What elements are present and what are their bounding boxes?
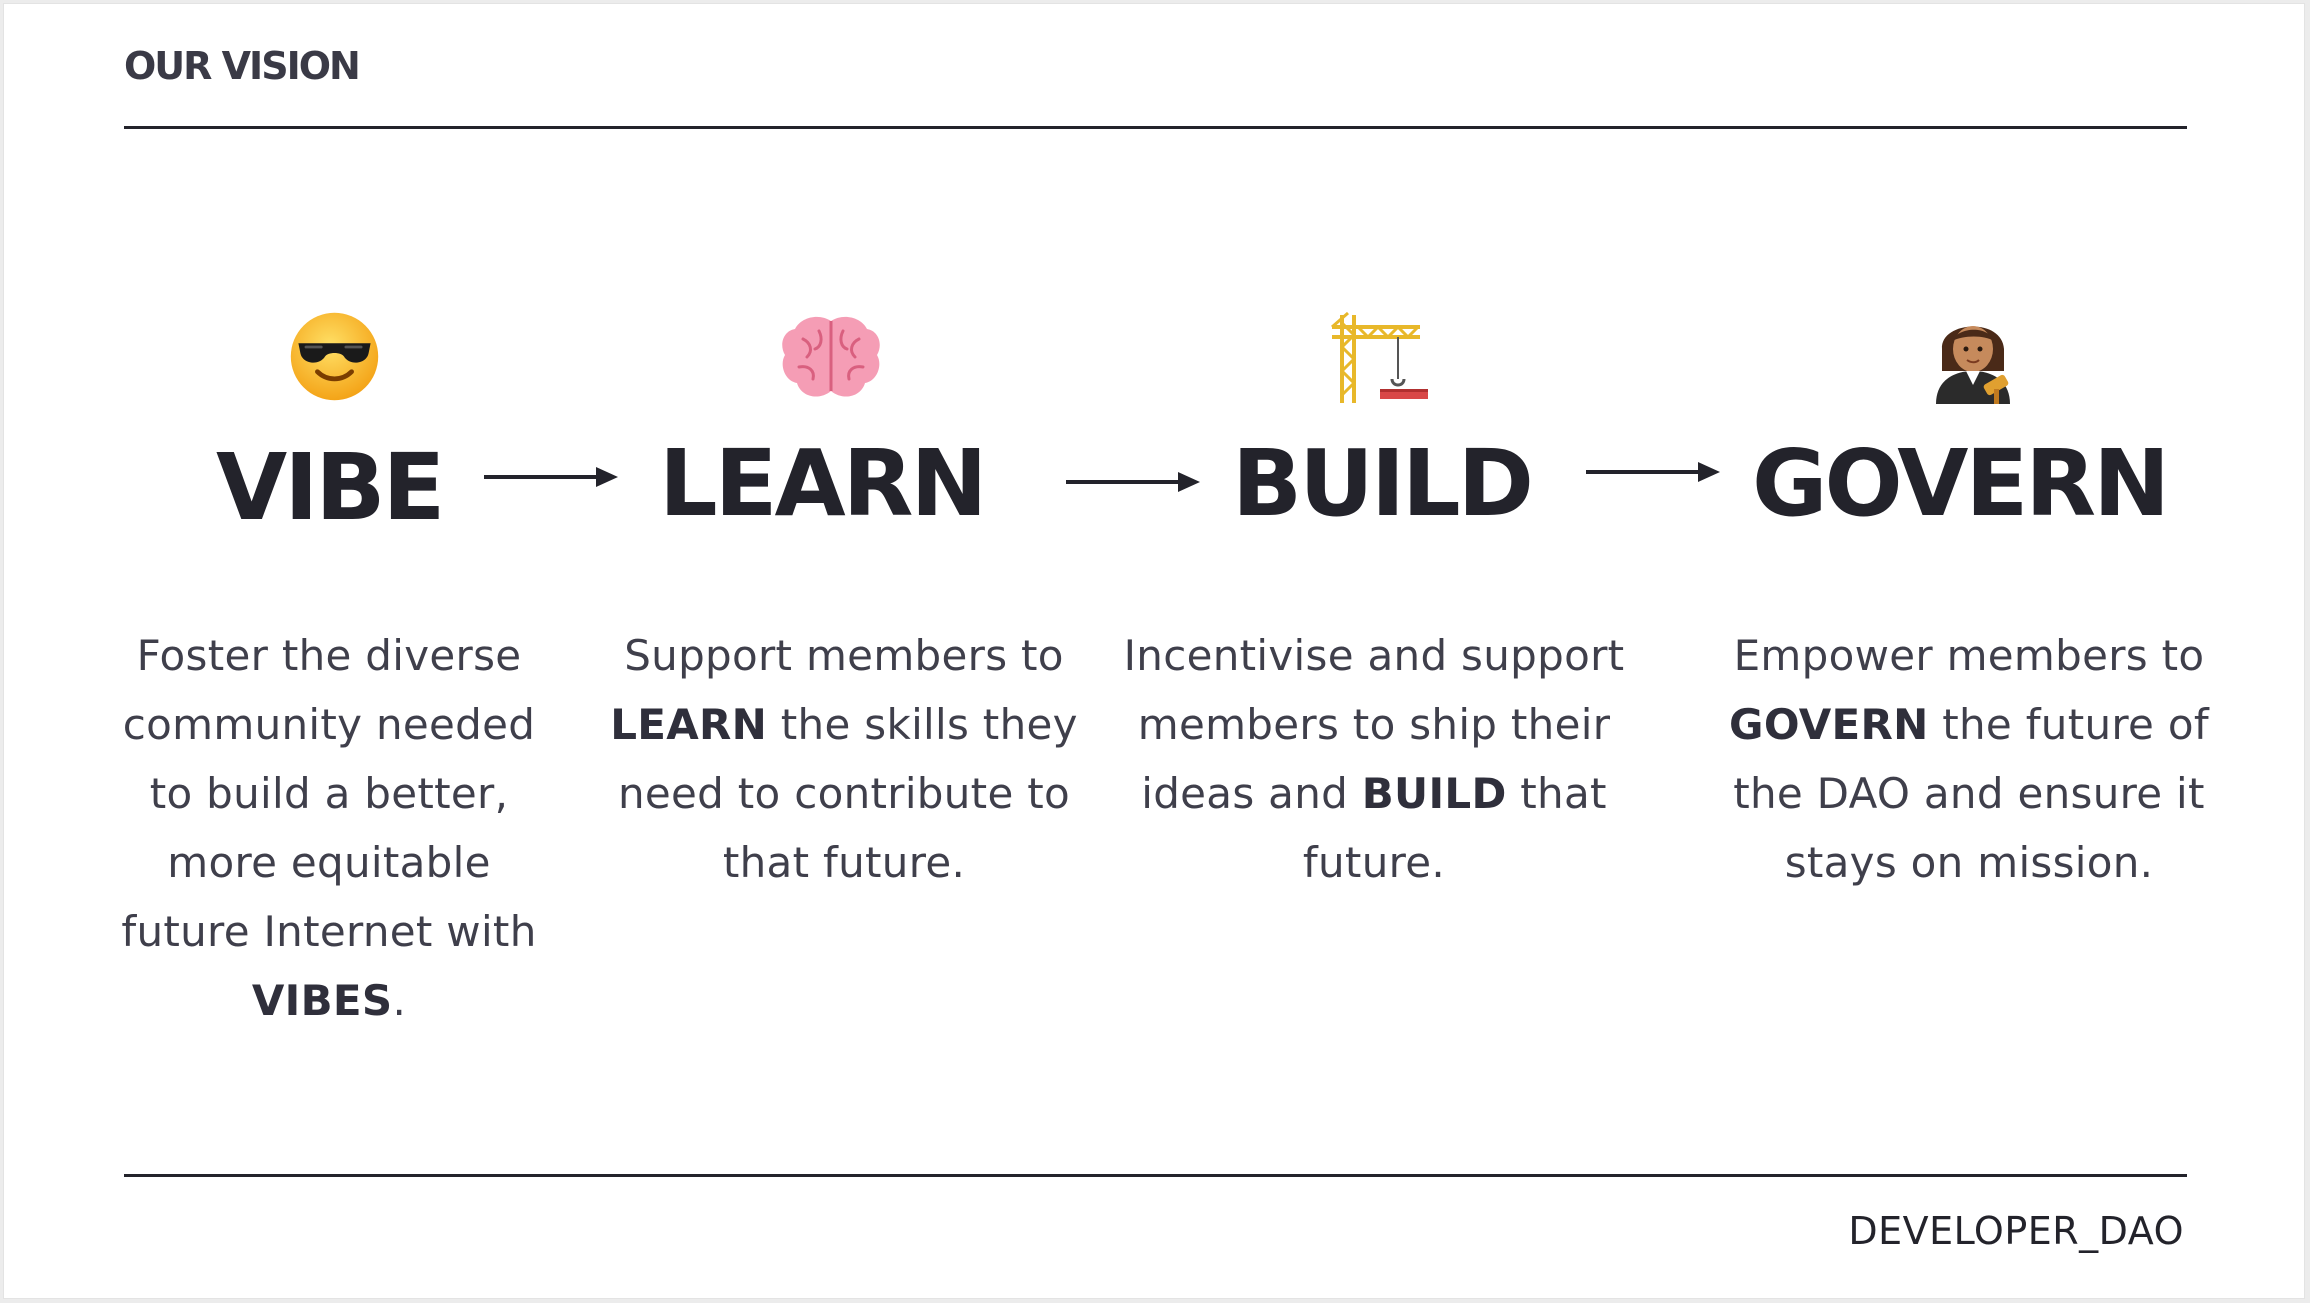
step-description-govern: Empower members to GOVERN the future of … — [1729, 631, 2209, 887]
smiling-face-with-sunglasses-icon — [290, 312, 379, 401]
bottom-divider — [124, 1174, 2187, 1177]
step-description-vibe: Foster the diverse community needed to b… — [121, 631, 537, 1025]
arrow-right-icon — [1586, 462, 1720, 482]
brain-icon — [782, 316, 880, 397]
step-label-build: BUILD — [1232, 430, 1534, 537]
step-description-learn: Support members to LEARN the skills they… — [610, 631, 1078, 887]
arrow-right-icon — [1066, 472, 1200, 492]
judge-with-gavel-icon — [1936, 326, 2010, 404]
slide: OUR VISION VIBE LEARN — [3, 3, 2305, 1299]
page-title: OUR VISION — [124, 44, 361, 88]
step-label-govern: GOVERN — [1752, 430, 2170, 537]
step-description-build: Incentivise and support members to ship … — [1123, 631, 1625, 887]
arrow-right-icon — [484, 467, 618, 487]
top-divider — [124, 126, 2187, 129]
step-label-vibe: VIBE — [216, 434, 445, 541]
brand-logo-text: DEVELOPER_DAO — [1848, 1209, 2184, 1253]
step-label-learn: LEARN — [659, 430, 988, 537]
construction-crane-icon — [1331, 311, 1428, 403]
